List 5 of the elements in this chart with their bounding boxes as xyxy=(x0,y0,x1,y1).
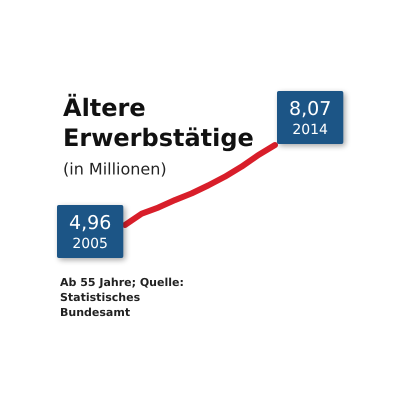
data-label: 4,96 2005 xyxy=(68,212,112,252)
text: Ab 55 Jahre; Quelle: Statistisches Bundesamt xyxy=(60,276,188,319)
data-label: 8,07 2014 xyxy=(288,98,332,138)
chart-title: Ältere Erwerbstätige xyxy=(63,93,254,152)
text: (in Millionen) xyxy=(63,160,167,178)
